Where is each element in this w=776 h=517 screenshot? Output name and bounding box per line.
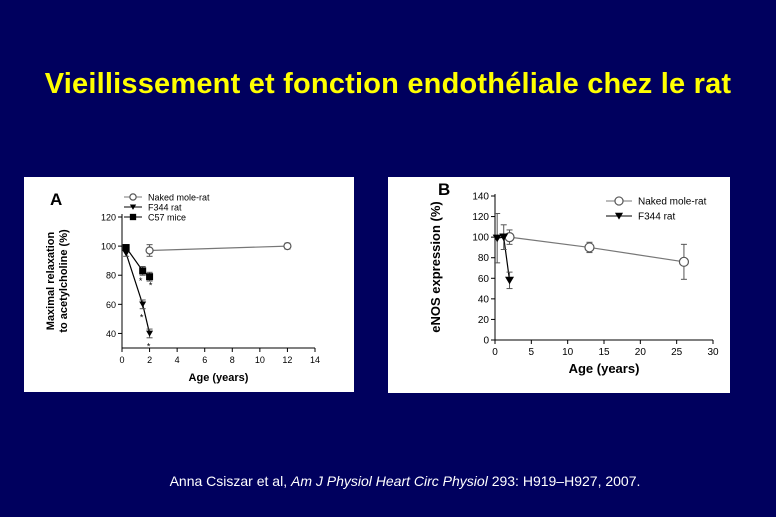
a-x-tick-label: 2 bbox=[147, 355, 152, 365]
b-y-tick-label: 100 bbox=[472, 233, 489, 244]
b-panel-label: B bbox=[438, 180, 450, 199]
b-x-tick-label: 30 bbox=[707, 347, 719, 358]
a-panel-label: A bbox=[50, 190, 62, 209]
chart-panel-a: 0 2 4 6 8 10 12 14 40 60 80 100 120 Age (years) Maxima… bbox=[24, 177, 354, 392]
a-data-point bbox=[139, 267, 147, 275]
b-legend-label: F344 rat bbox=[638, 212, 675, 223]
a-x-tick-label: 4 bbox=[175, 355, 180, 365]
a-data-point bbox=[122, 244, 130, 252]
a-y-tick-label: 60 bbox=[106, 300, 116, 310]
b-y-tick-label: 140 bbox=[472, 192, 489, 203]
a-y-axis-label: Maximal relaxation bbox=[45, 232, 57, 331]
b-series-line bbox=[509, 236, 685, 263]
b-legend-marker bbox=[614, 196, 624, 206]
a-y-tick-label: 40 bbox=[106, 329, 116, 339]
a-data-point bbox=[146, 273, 154, 281]
b-x-axis-label: Age (years) bbox=[569, 361, 640, 376]
citation-authors: Anna Csiszar et al, bbox=[169, 473, 291, 489]
b-y-tick-label: 40 bbox=[478, 294, 490, 305]
a-y-tick-label: 120 bbox=[101, 213, 116, 223]
b-y-axis-label: eNOS expression (%) bbox=[428, 201, 443, 333]
b-x-tick-label: 10 bbox=[562, 347, 574, 358]
b-data-point bbox=[499, 233, 509, 242]
b-data-point bbox=[584, 242, 595, 253]
a-x-tick-label: 6 bbox=[202, 355, 207, 365]
a-significance-mark: * bbox=[149, 280, 153, 290]
a-legend-marker bbox=[129, 213, 137, 221]
a-y-tick-label: 80 bbox=[106, 271, 116, 281]
chart-panel-b: 0 5 10 15 20 25 30 0 20 40 60 80 100 120 140 Age (years… bbox=[388, 177, 730, 393]
slide-title: Vieillissement et fonction endothéliale … bbox=[44, 68, 732, 100]
chart-b-svg: 0 5 10 15 20 25 30 0 20 40 60 80 100 120 140 Age (years… bbox=[428, 180, 719, 376]
a-legend-marker bbox=[129, 204, 137, 210]
citation-rest: 293: H919–H927, 2007. bbox=[487, 473, 641, 489]
b-x-tick-label: 5 bbox=[529, 347, 535, 358]
b-y-tick-label: 120 bbox=[472, 212, 489, 223]
a-data-point bbox=[283, 242, 292, 251]
a-significance-mark: * bbox=[140, 312, 144, 322]
b-y-tick-label: 0 bbox=[483, 336, 489, 347]
a-x-tick-label: 8 bbox=[230, 355, 235, 365]
a-x-tick-label: 12 bbox=[282, 355, 292, 365]
citation: Anna Csiszar et al, Am J Physiol Heart C… bbox=[0, 473, 776, 489]
a-significance-mark: * bbox=[139, 276, 143, 286]
a-legend-label: Naked mole-rat bbox=[148, 193, 210, 203]
a-y-tick-label: 100 bbox=[101, 242, 116, 252]
a-data-point bbox=[145, 246, 154, 255]
b-data-point bbox=[492, 234, 502, 243]
b-legend-marker bbox=[614, 212, 624, 220]
b-x-tick-label: 0 bbox=[492, 347, 498, 358]
b-data-point bbox=[505, 276, 515, 285]
citation-journal: Am J Physiol Heart Circ Physiol bbox=[290, 473, 488, 489]
b-x-tick-label: 20 bbox=[635, 347, 647, 358]
a-legend-label: F344 rat bbox=[148, 203, 182, 213]
b-y-tick-label: 80 bbox=[478, 253, 490, 264]
b-legend-label: Naked mole-rat bbox=[638, 197, 707, 208]
a-legend-marker bbox=[129, 193, 137, 201]
chart-a-svg: 0 2 4 6 8 10 12 14 40 60 80 100 120 Age (years) Maxima… bbox=[45, 190, 320, 384]
a-x-tick-label: 0 bbox=[119, 355, 124, 365]
b-x-tick-label: 15 bbox=[598, 347, 610, 358]
b-x-tick-label: 25 bbox=[671, 347, 683, 358]
a-series-line bbox=[149, 245, 288, 252]
a-series-line bbox=[125, 253, 151, 334]
a-data-point bbox=[122, 250, 130, 257]
a-y-axis-label: to acetylcholine (%) bbox=[58, 229, 70, 333]
b-data-point bbox=[678, 256, 690, 267]
a-data-point bbox=[146, 330, 154, 337]
a-x-tick-label: 14 bbox=[310, 355, 320, 365]
a-x-axis-label: Age (years) bbox=[189, 372, 249, 384]
a-data-point bbox=[139, 301, 147, 308]
a-significance-mark: * bbox=[147, 341, 151, 351]
b-y-tick-label: 60 bbox=[478, 274, 490, 285]
a-legend-label: C57 mice bbox=[148, 213, 186, 223]
b-y-tick-label: 20 bbox=[478, 315, 490, 326]
a-x-tick-label: 10 bbox=[255, 355, 265, 365]
